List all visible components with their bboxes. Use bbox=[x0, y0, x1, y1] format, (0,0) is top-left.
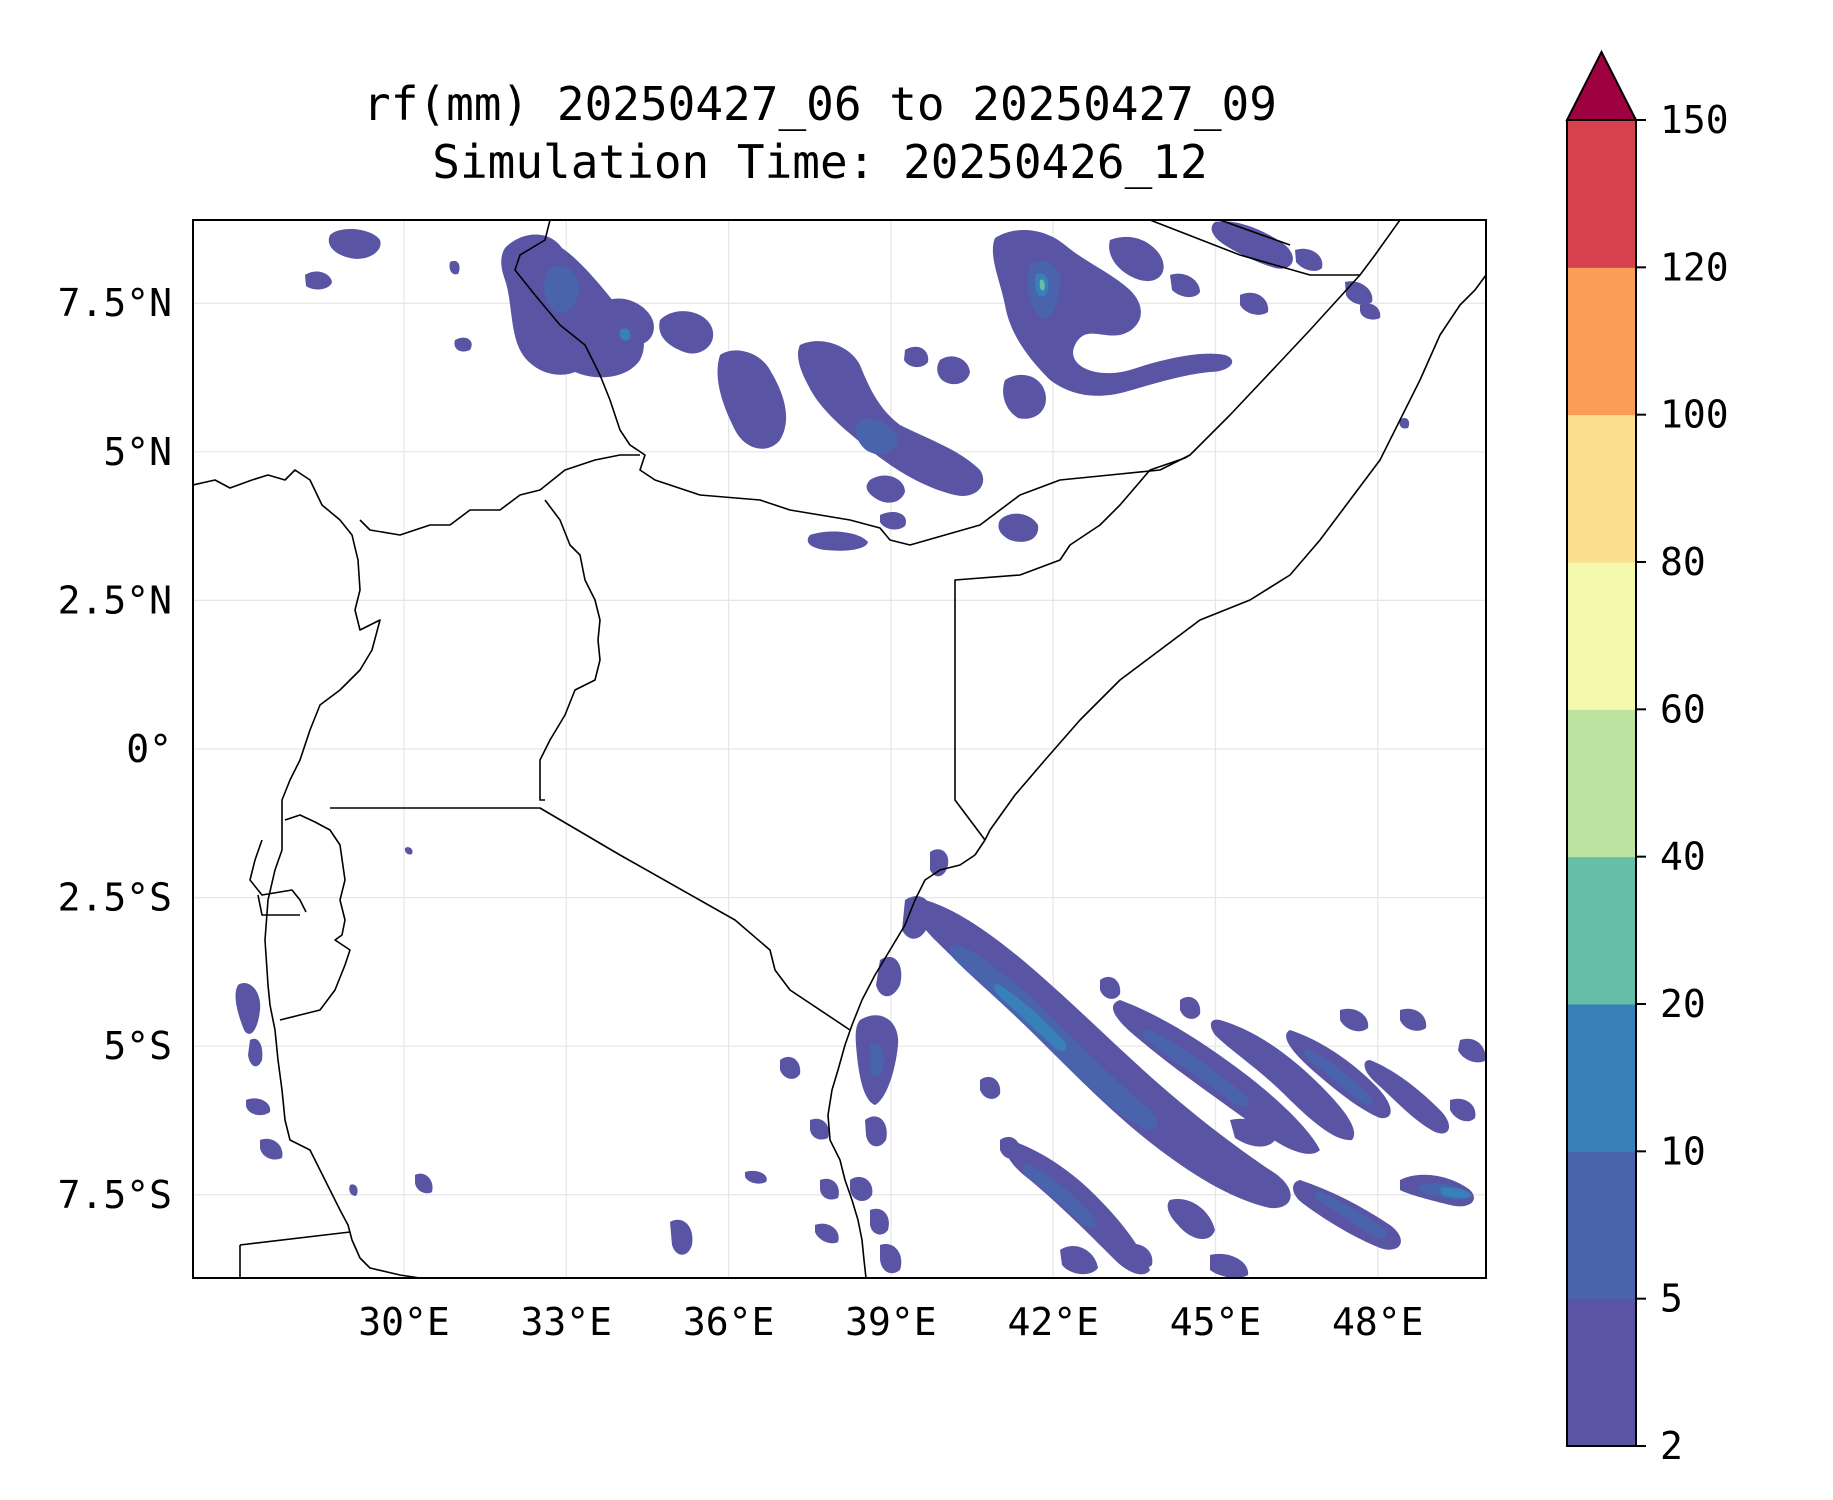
y-tick-label: 2.5°N bbox=[58, 578, 172, 622]
colorbar-segment bbox=[1567, 414, 1636, 563]
colorbar-segment bbox=[1567, 1151, 1636, 1300]
colorbar-tick-label: 2 bbox=[1660, 1424, 1683, 1468]
rain-region-ethiopia-west bbox=[305, 228, 714, 378]
y-tick-label: 0° bbox=[126, 727, 172, 771]
rain-region-east-african-coast bbox=[850, 849, 949, 1274]
x-tick-label: 30°E bbox=[358, 1300, 450, 1344]
colorbar-segment bbox=[1567, 1298, 1636, 1447]
colorbar-outline bbox=[1566, 120, 1637, 1447]
x-tick-label: 48°E bbox=[1332, 1300, 1424, 1344]
colorbar-tick-label: 60 bbox=[1660, 687, 1706, 731]
title-line-1: rf(mm) 20250427_06 to 20250427_09 bbox=[363, 77, 1277, 131]
colorbar-segment bbox=[1567, 856, 1636, 1005]
x-axis-ticks: 30°E 33°E 36°E 39°E 42°E 45°E 48°E bbox=[358, 1300, 1423, 1344]
colorbar-tick-label: 80 bbox=[1660, 540, 1706, 584]
y-tick-label: 7.5°N bbox=[58, 281, 172, 325]
colorbar-tick-label: 10 bbox=[1660, 1129, 1706, 1173]
colorbar-tick-label: 100 bbox=[1660, 393, 1729, 437]
y-tick-label: 5°S bbox=[103, 1024, 172, 1068]
rain-region-ethiopia-central bbox=[717, 341, 1046, 551]
colorbar-segment bbox=[1567, 709, 1636, 858]
rain-region-indian-ocean bbox=[780, 900, 1486, 1278]
x-tick-label: 45°E bbox=[1170, 1300, 1262, 1344]
title-line-2: Simulation Time: 20250426_12 bbox=[432, 135, 1207, 189]
map-panel: 30°E 33°E 36°E 39°E 42°E 45°E 48°E 7.5°N 5°N 2.5… bbox=[58, 219, 1487, 1344]
colorbar-tick-label: 20 bbox=[1660, 982, 1706, 1026]
rain-region-ethiopia-east bbox=[992, 221, 1410, 429]
country-borders bbox=[193, 220, 1486, 1278]
x-tick-label: 36°E bbox=[683, 1300, 775, 1344]
map-frame bbox=[192, 219, 1487, 1279]
colorbar-tick-label: 150 bbox=[1660, 98, 1729, 142]
y-tick-label: 2.5°S bbox=[58, 876, 172, 920]
colorbar-segment bbox=[1567, 562, 1636, 710]
colorbar-segment bbox=[1567, 120, 1636, 268]
rain-region-southwest bbox=[235, 847, 839, 1255]
x-tick-label: 39°E bbox=[845, 1300, 937, 1344]
x-tick-label: 33°E bbox=[521, 1300, 613, 1344]
y-axis-ticks: 7.5°N 5°N 2.5°N 0° 2.5°S 5°S 7.5°S bbox=[58, 281, 172, 1217]
colorbar-tick-label: 120 bbox=[1660, 245, 1729, 289]
colorbar-tick-label: 40 bbox=[1660, 835, 1706, 879]
y-tick-label: 7.5°S bbox=[58, 1173, 172, 1217]
y-tick-label: 5°N bbox=[103, 430, 172, 474]
x-tick-label: 42°E bbox=[1007, 1300, 1099, 1344]
colorbar-tick-label: 5 bbox=[1660, 1277, 1683, 1321]
colorbar-extend-arrow bbox=[1565, 49, 1638, 121]
colorbar-segment bbox=[1567, 1004, 1636, 1152]
colorbar-segment bbox=[1567, 267, 1636, 416]
rainfall-field bbox=[235, 221, 1486, 1278]
colorbar: 2 5 10 20 40 60 80 100 120 150 bbox=[1565, 49, 1729, 1468]
